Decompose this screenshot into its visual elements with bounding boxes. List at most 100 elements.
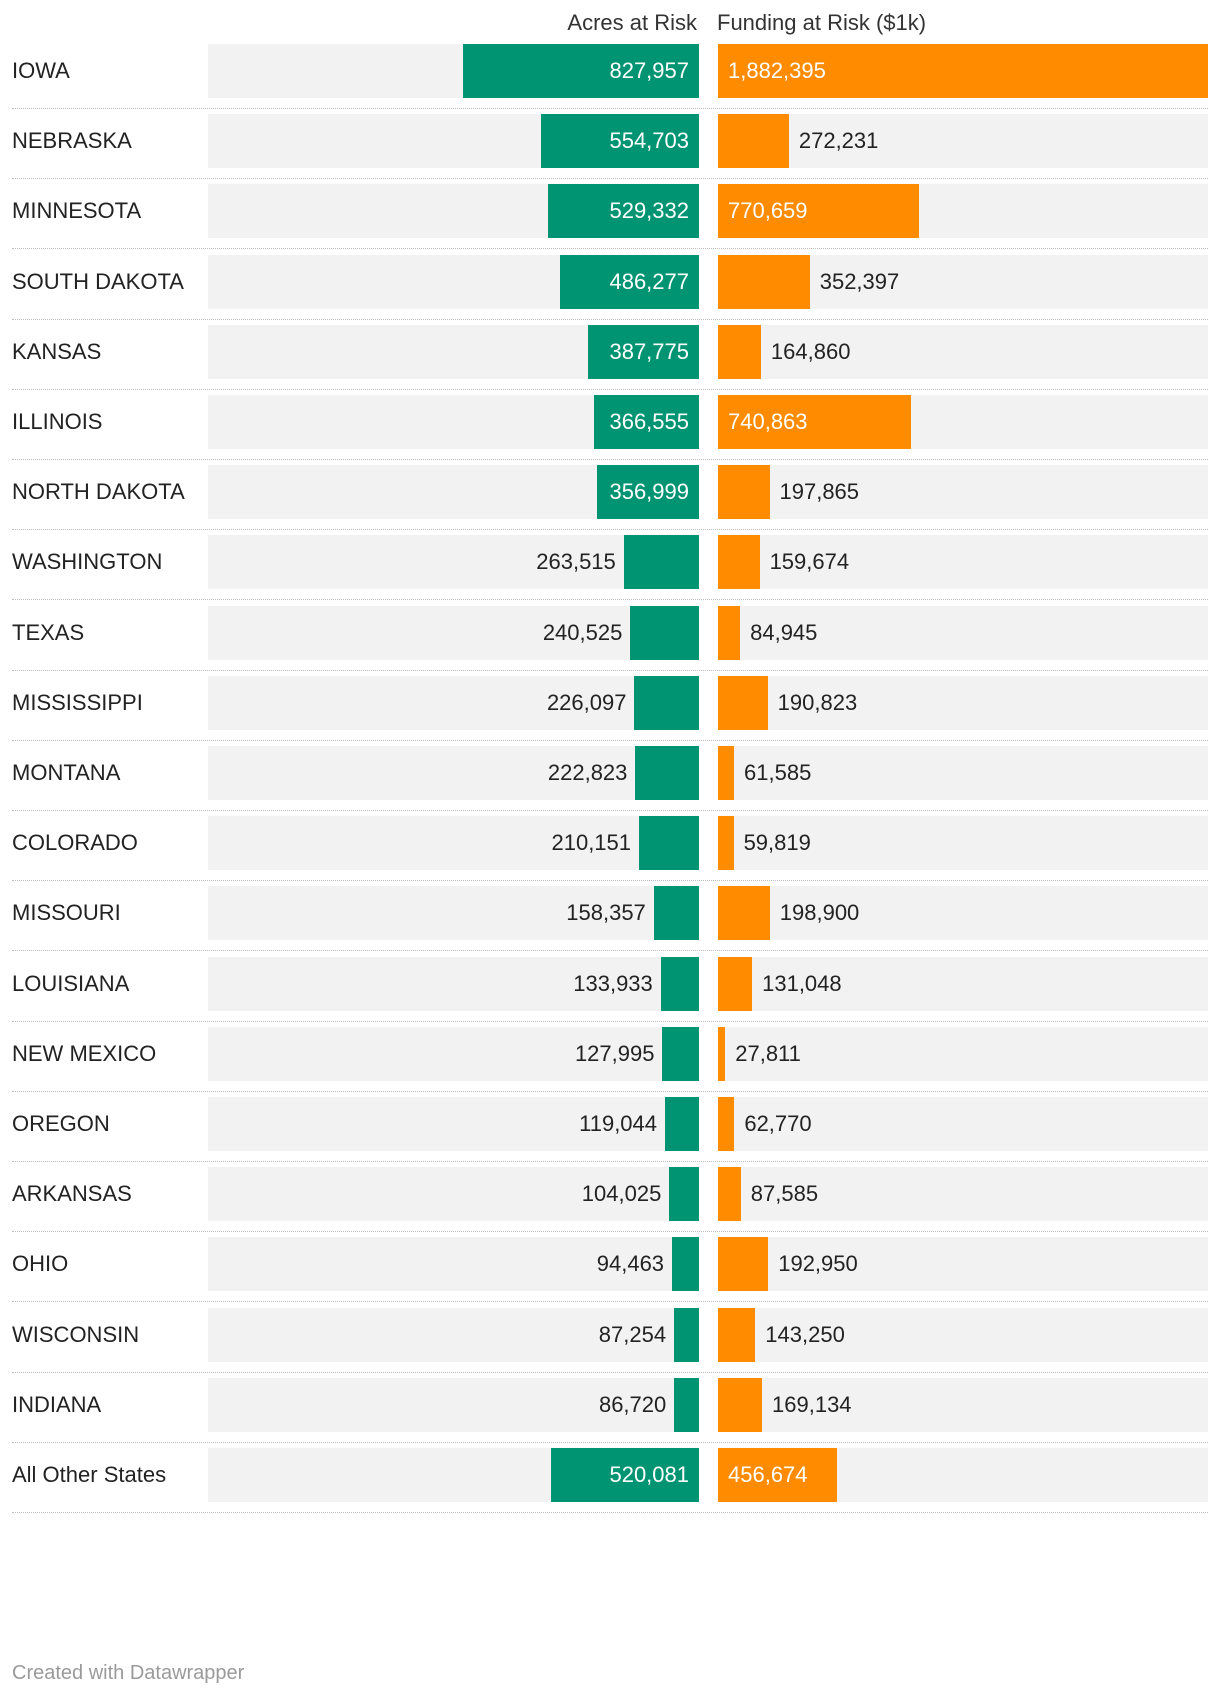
funding-bar-track: 272,231 — [718, 114, 1208, 169]
funding-bar — [718, 114, 789, 169]
acres-bar-track: 127,995 — [208, 1026, 699, 1081]
funding-bar — [718, 1237, 769, 1292]
funding-value-label: 190,823 — [777, 689, 858, 715]
acres-value-label: 133,933 — [573, 970, 653, 996]
funding-bar — [718, 1026, 726, 1081]
chart-row: INDIANA 86,720 169,134 — [12, 1377, 1208, 1454]
chart-row: OREGON 119,044 62,770 — [12, 1097, 1208, 1173]
chart-row: WISCONSIN 87,254 143,250 — [12, 1307, 1208, 1384]
row-separator — [12, 108, 1208, 109]
row-separator — [12, 810, 1208, 811]
funding-bar — [718, 465, 770, 520]
funding-bar — [718, 746, 735, 800]
acres-bar-track: 486,277 — [208, 254, 699, 309]
funding-bar-track: 59,819 — [718, 816, 1208, 871]
row-separator — [12, 459, 1208, 460]
row-separator — [12, 178, 1208, 180]
funding-value-label: 272,231 — [798, 128, 879, 154]
chart-row: WASHINGTON 263,515 159,674 — [12, 535, 1208, 611]
category-label: NORTH DAKOTA — [12, 479, 185, 505]
acres-bar-track: 240,525 — [208, 605, 699, 660]
chart-row: NORTH DAKOTA 356,999 197,865 — [12, 465, 1208, 541]
funding-value-label: 198,900 — [779, 900, 860, 926]
row-separator — [12, 1301, 1208, 1303]
category-label: OREGON — [12, 1111, 110, 1136]
funding-value-label: 59,819 — [743, 830, 811, 856]
funding-bar — [718, 1167, 741, 1222]
chart-row: MONTANA 222,823 61,585 — [12, 746, 1208, 822]
row-separator — [12, 1090, 1208, 1092]
acres-value-label: 127,995 — [574, 1040, 655, 1066]
acres-value-label: 158,357 — [566, 900, 646, 926]
acres-bar — [662, 1026, 699, 1081]
acres-bar-track: 133,933 — [208, 956, 699, 1011]
funding-value-label: 61,585 — [744, 760, 812, 785]
category-label: NEBRASKA — [12, 128, 132, 154]
acres-bar-track: 827,957 — [208, 44, 699, 98]
category-label: OHIO — [12, 1251, 69, 1277]
acres-bar — [665, 1097, 699, 1151]
acres-bar — [550, 1448, 699, 1502]
chart-row: NEBRASKA 554,703 272,231 — [12, 114, 1208, 190]
row-separator — [12, 1371, 1208, 1373]
category-label: ILLINOIS — [12, 409, 103, 434]
acres-bar — [674, 1307, 699, 1362]
funding-bar — [718, 184, 919, 239]
row-separator — [12, 669, 1208, 671]
funding-value-label: 143,250 — [765, 1321, 845, 1347]
funding-value-label: 1,882,395 — [728, 58, 826, 83]
funding-bar-track: 131,048 — [718, 956, 1208, 1011]
acres-bar-track: 387,775 — [208, 324, 699, 379]
acres-bar-track: 94,463 — [208, 1237, 699, 1292]
acres-bar-track: 87,254 — [208, 1307, 699, 1362]
category-label: COLORADO — [12, 830, 138, 856]
acres-bar — [672, 1237, 699, 1292]
acres-value-label: 387,775 — [609, 338, 689, 364]
funding-bar-track: 27,811 — [718, 1026, 1208, 1081]
funding-bar — [718, 956, 753, 1011]
funding-bar-track: 352,397 — [718, 254, 1208, 309]
chart-row: TEXAS 240,525 84,945 — [12, 605, 1208, 682]
acres-value-label: 87,254 — [598, 1321, 667, 1347]
category-label: TEXAS — [12, 619, 85, 645]
row-separator — [12, 1441, 1208, 1443]
acres-value-label: 529,332 — [609, 198, 689, 224]
category-label: All Other States — [12, 1462, 167, 1487]
funding-bar-track: 169,134 — [718, 1377, 1208, 1432]
row-separator — [12, 950, 1208, 952]
funding-bar — [718, 816, 734, 871]
acres-bar — [674, 1377, 699, 1432]
category-label: LOUISIANA — [12, 970, 130, 996]
acres-bar-track: 119,044 — [208, 1097, 699, 1151]
acres-bar — [560, 254, 699, 309]
row-separator — [12, 388, 1208, 390]
funding-bar-track: 192,950 — [718, 1237, 1208, 1292]
funding-bar — [718, 675, 768, 730]
acres-bar-track: 222,823 — [208, 746, 699, 800]
funding-bar — [718, 395, 911, 449]
acres-bar — [597, 465, 699, 520]
funding-bar-track: 770,659 — [718, 184, 1208, 239]
chart-row: All Other States 520,081 456,674 — [12, 1448, 1208, 1524]
funding-value-label: 131,048 — [762, 970, 842, 996]
funding-value-label: 740,863 — [728, 409, 808, 434]
funding-bar — [718, 1377, 763, 1432]
funding-bar — [718, 1097, 735, 1151]
acres-bar-track: 210,151 — [208, 816, 699, 871]
footer-credit: Created with Datawrapper — [12, 1662, 245, 1684]
row-separator — [12, 1161, 1208, 1162]
acres-value-label: 486,277 — [609, 268, 689, 294]
acres-value-label: 222,823 — [547, 760, 628, 785]
funding-bar — [718, 535, 760, 590]
funding-bar — [718, 254, 810, 309]
funding-bar-track: 61,585 — [718, 746, 1208, 800]
category-label: MISSISSIPPI — [12, 689, 143, 715]
acres-bar — [660, 956, 699, 1011]
funding-bar — [718, 886, 770, 941]
funding-value-label: 456,674 — [728, 1462, 808, 1487]
acres-value-label: 263,515 — [536, 549, 616, 575]
chart-row: NEW MEXICO 127,995 27,811 — [12, 1026, 1208, 1103]
category-label: IOWA — [12, 58, 70, 83]
chart-row: MISSOURI 158,357 198,900 — [12, 886, 1208, 962]
funding-bar-track: 164,860 — [718, 324, 1208, 379]
